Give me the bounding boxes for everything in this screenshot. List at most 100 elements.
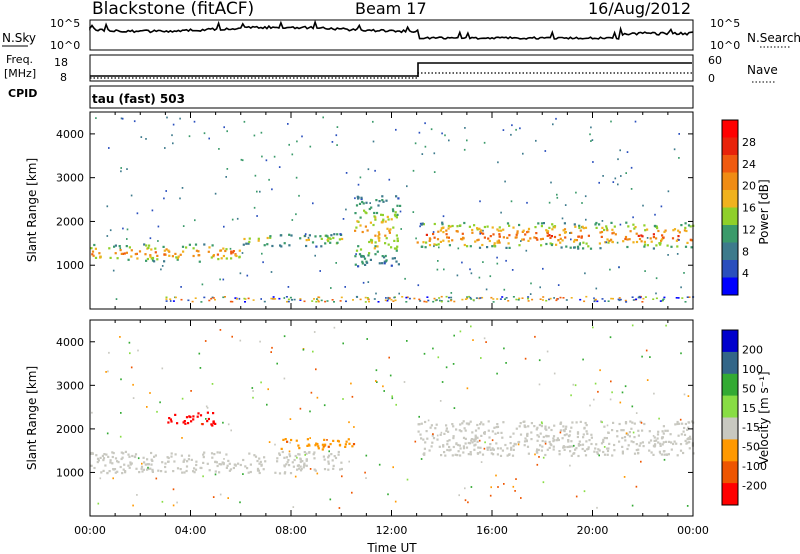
velocity-cell <box>446 443 449 446</box>
velocity-cell <box>442 445 445 448</box>
velocity-cell <box>666 429 669 432</box>
power-cell <box>440 300 443 303</box>
power-cell <box>151 209 154 212</box>
power-cell <box>340 296 343 299</box>
power-cell <box>381 262 384 265</box>
velocity-cell <box>452 437 455 440</box>
velocity-cell <box>622 429 625 432</box>
power-cell <box>172 142 174 145</box>
velocity-cell <box>570 426 573 429</box>
power-cell <box>393 257 396 260</box>
power-cell <box>279 244 282 247</box>
velocity-cell <box>576 431 580 434</box>
power-cell <box>646 228 649 231</box>
velocity-cell <box>120 412 122 414</box>
power-cell <box>283 297 286 299</box>
velocity-cell <box>524 357 527 360</box>
velocity-cell <box>161 461 164 464</box>
power-cell <box>644 229 647 232</box>
power-cell <box>177 255 180 258</box>
power-cell <box>384 254 387 258</box>
power-cell <box>463 243 466 247</box>
power-cell <box>432 232 435 236</box>
velocity-cell <box>496 425 500 428</box>
colorbar-frame <box>721 329 739 506</box>
power-cell <box>603 300 606 302</box>
power-cell <box>133 120 136 123</box>
power-cell <box>174 296 177 299</box>
velocity-cell <box>518 440 521 444</box>
velocity-cell <box>675 442 678 445</box>
velocity-cell <box>639 442 642 445</box>
velocity-cell <box>542 456 545 459</box>
power-cell <box>125 251 128 254</box>
velocity-cell <box>476 436 479 439</box>
velocity-cell <box>444 454 447 457</box>
power-cell <box>108 147 110 149</box>
velocity-cell <box>226 464 229 467</box>
power-cell <box>114 252 117 255</box>
velocity-cell <box>512 448 515 451</box>
power-cell <box>539 286 541 289</box>
power-cell <box>263 244 266 247</box>
power-cell <box>241 252 244 254</box>
power-cell <box>555 299 558 302</box>
velocity-cell <box>109 461 112 464</box>
power-cell <box>468 225 471 228</box>
power-cell <box>226 168 229 170</box>
power-cell <box>686 241 689 244</box>
velocity-cell <box>575 421 578 424</box>
velocity-cell <box>691 420 694 423</box>
freq-label: Freq. <box>6 53 33 66</box>
power-cell <box>428 239 431 242</box>
power-data-layer <box>90 116 695 303</box>
power-cell <box>361 260 364 263</box>
power-cell <box>369 221 372 224</box>
power-cell <box>671 237 675 240</box>
velocity-cell <box>365 454 368 457</box>
power-cell <box>575 191 577 194</box>
power-cell <box>418 131 421 134</box>
velocity-cell <box>547 435 550 438</box>
velocity-cell <box>660 453 663 456</box>
velocity-cell <box>569 450 572 453</box>
power-cell <box>344 286 346 288</box>
velocity-cell <box>239 501 241 504</box>
velocity-cell <box>321 443 324 446</box>
velocity-cell <box>212 420 215 423</box>
power-cell <box>224 296 226 298</box>
velocity-cell <box>183 420 186 423</box>
power-cell <box>372 120 374 123</box>
power-cell <box>549 242 552 245</box>
velocity-cell <box>323 458 326 461</box>
velocity-cell <box>606 424 609 427</box>
power-cell <box>367 254 370 257</box>
velocity-ylabel: Slant Range [km] <box>25 366 39 470</box>
power-cell <box>288 143 290 146</box>
velocity-cell <box>535 450 538 453</box>
power-cell <box>613 225 616 228</box>
power-cell <box>219 249 223 252</box>
velocity-cell <box>676 454 679 457</box>
velocity-cell <box>476 440 479 443</box>
velocity-cell <box>477 427 480 430</box>
power-cell <box>612 297 614 300</box>
velocity-cell <box>127 464 130 467</box>
velocity-cell <box>452 435 455 438</box>
power-cell <box>678 239 680 241</box>
power-cell <box>240 158 243 161</box>
velocity-cell <box>276 457 279 460</box>
power-cell <box>140 136 143 138</box>
velocity-cell <box>646 379 649 381</box>
power-cell <box>445 233 448 236</box>
velocity-cell <box>120 378 122 381</box>
power-cell <box>564 204 567 206</box>
power-cell <box>200 301 203 303</box>
velocity-cell <box>535 428 538 431</box>
power-cell <box>612 231 615 234</box>
velocity-cell <box>132 504 134 507</box>
velocity-cell <box>312 453 315 456</box>
velocity-cell <box>514 490 516 492</box>
velocity-cell <box>574 384 577 387</box>
